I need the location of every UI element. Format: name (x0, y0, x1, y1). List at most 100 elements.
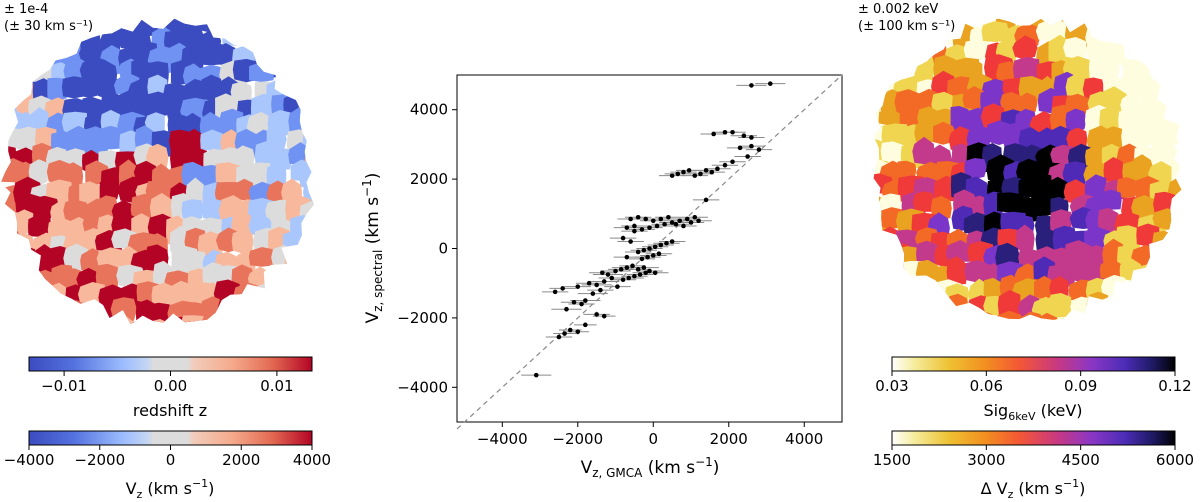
colorbar-velocity (28, 430, 313, 446)
redshift-cell (222, 24, 249, 46)
colorbar-tick-label: 0.09 (1064, 377, 1097, 395)
redshift-cell (304, 212, 314, 235)
data-point (666, 214, 671, 220)
y-tick-label: −2000 (397, 309, 448, 327)
colorbar-tick-label: 0.06 (970, 377, 1003, 395)
sigma-cell (1099, 56, 1120, 81)
x-tick-label: 4000 (785, 430, 823, 448)
data-point (711, 131, 716, 137)
colorbar-tick-label: 3000 (967, 451, 1005, 469)
sigma-cell (1140, 18, 1164, 27)
sigma-cell (873, 263, 885, 283)
data-point (669, 239, 675, 244)
sigma-cell (1165, 279, 1182, 302)
sigma-cell (1155, 260, 1179, 282)
data-point (643, 270, 649, 276)
redshift-cell (267, 264, 289, 294)
data-point (624, 225, 630, 230)
colorbar-delta-velocity-label: Δ Vz (km s−1) (981, 477, 1086, 501)
sigma-cell (900, 276, 927, 304)
colorbar-tick-label: 1500 (873, 451, 911, 469)
colorbar-sigma (891, 356, 1176, 372)
y-tick-label: 0 (438, 240, 448, 258)
data-point (590, 291, 596, 296)
redshift-cell (248, 299, 272, 323)
sigma-cell (1152, 230, 1176, 252)
sigma-cell (1048, 293, 1072, 318)
redshift-cell (131, 213, 153, 238)
data-point (586, 280, 592, 286)
redshift-cell (49, 301, 75, 323)
sigma-cell (1105, 293, 1128, 320)
data-point (564, 306, 569, 312)
data-point (626, 275, 632, 281)
data-point (669, 173, 675, 178)
sigma-cell (948, 126, 972, 151)
redshift-cell (96, 125, 126, 150)
data-point (624, 265, 630, 270)
sigma-cell (1172, 311, 1182, 320)
sigma-cell (1116, 312, 1145, 320)
sigma-cell (1150, 245, 1175, 277)
sigma-cell (1066, 311, 1093, 320)
data-point (703, 168, 709, 173)
sigma-cell (1035, 228, 1055, 253)
sigma-cell (945, 240, 974, 262)
sigma-cell (1149, 300, 1171, 320)
sigma-cell (969, 310, 995, 320)
data-point (692, 173, 698, 178)
redshift-cell (95, 195, 119, 222)
redshift-cell (0, 304, 24, 324)
data-point (628, 239, 633, 244)
redshift-cell (32, 283, 57, 312)
sigma-cell (912, 136, 935, 165)
data-point (579, 301, 584, 307)
redshift-cell (96, 247, 123, 271)
data-point (715, 166, 720, 171)
redshift-cell (12, 285, 39, 315)
sigma-cell (1000, 91, 1021, 114)
redshift-cell (12, 245, 36, 271)
redshift-cell (254, 43, 276, 67)
colorbar-tick-label: 4500 (1062, 451, 1100, 469)
sigma-cell (946, 293, 969, 320)
sigma-cell (1062, 161, 1088, 188)
redshift-cell (238, 23, 266, 48)
sigma-cell (1116, 177, 1138, 199)
data-point (613, 268, 618, 274)
sigma-cell (880, 141, 905, 163)
data-point (745, 154, 750, 159)
redshift-cell (251, 318, 273, 325)
sigma-cell (1102, 18, 1128, 36)
data-point (696, 218, 701, 224)
colorbar-tick-label: 0.03 (875, 377, 908, 395)
sigma-cell (1102, 21, 1131, 42)
sigma-cell (1137, 40, 1159, 64)
redshift-cell (148, 319, 170, 325)
redshift-cell (286, 267, 309, 296)
data-point (650, 253, 656, 258)
redshift-cell (82, 311, 105, 325)
sigma-cell (912, 191, 935, 212)
redshift-cell (200, 129, 224, 151)
sigma-cell (1170, 18, 1182, 28)
redshift-cell (215, 18, 245, 34)
data-point (620, 235, 626, 241)
sigma-cell (877, 309, 903, 320)
redshift-cell (64, 148, 87, 169)
sigma-cell (914, 122, 939, 143)
sigma-cell (1173, 90, 1182, 113)
sigma-cell (1047, 176, 1068, 200)
sigma-cell (1131, 195, 1158, 222)
sigma-cell (945, 312, 975, 320)
sigma-cell (967, 18, 986, 29)
redshift-cell (299, 315, 314, 325)
colorbar-tick-label: 4000 (293, 451, 331, 469)
data-point (641, 265, 647, 270)
redshift-cell (272, 55, 300, 81)
sigma-cell (1083, 307, 1104, 320)
redshift-cell (282, 18, 309, 38)
redshift-cell (144, 112, 165, 134)
left-uncertainty-velocity: (± 30 km s⁻¹) (4, 19, 93, 34)
data-point (709, 169, 715, 175)
